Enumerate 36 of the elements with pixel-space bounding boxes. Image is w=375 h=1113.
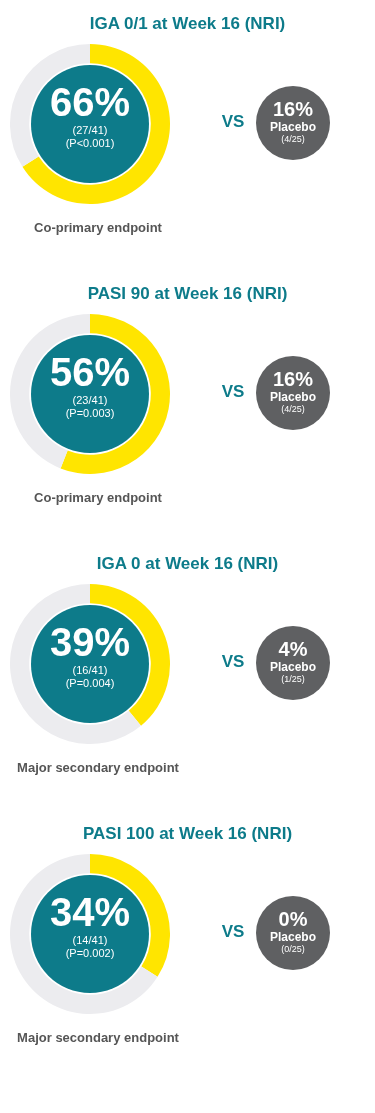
text: (P=0.002) [65,947,115,959]
text: 4% [278,638,308,660]
text: 16% [272,98,314,120]
data-label: 39% [49,620,131,664]
text: (P=0.004) [65,677,115,689]
chart-title: IGA 0/1 at Week 16 (NRI) [89,14,286,33]
text: (27/41) [72,124,108,136]
text: 0% [278,908,308,930]
text: (P=0.003) [65,407,115,419]
text: Co-primary endpoint [34,220,162,235]
text: Major secondary endpoint [17,760,179,775]
text: Placebo [269,390,317,404]
text: (4/25) [281,134,305,144]
text: Co-primary endpoint [34,490,162,505]
text: (16/41) [72,664,108,676]
text: VS [221,382,245,401]
data-label: 34% [49,890,131,934]
chart-title: IGA 0 at Week 16 (NRI) [96,554,279,573]
text: (23/41) [72,394,108,406]
text: (0/25) [281,944,305,954]
text: (1/25) [281,674,305,684]
chart-title: PASI 90 at Week 16 (NRI) [87,284,288,303]
text: (P<0.001) [65,137,115,149]
text: VS [221,112,245,131]
text: (4/25) [281,404,305,414]
text: VS [221,652,245,671]
text: VS [221,922,245,941]
text: Placebo [269,660,317,674]
text: (14/41) [72,934,108,946]
text: Placebo [269,120,317,134]
text: Placebo [269,930,317,944]
text: 16% [272,368,314,390]
data-label: 66% [49,80,131,124]
data-label: 56% [49,350,131,394]
text: Major secondary endpoint [17,1030,179,1045]
chart-title: PASI 100 at Week 16 (NRI) [82,824,293,843]
